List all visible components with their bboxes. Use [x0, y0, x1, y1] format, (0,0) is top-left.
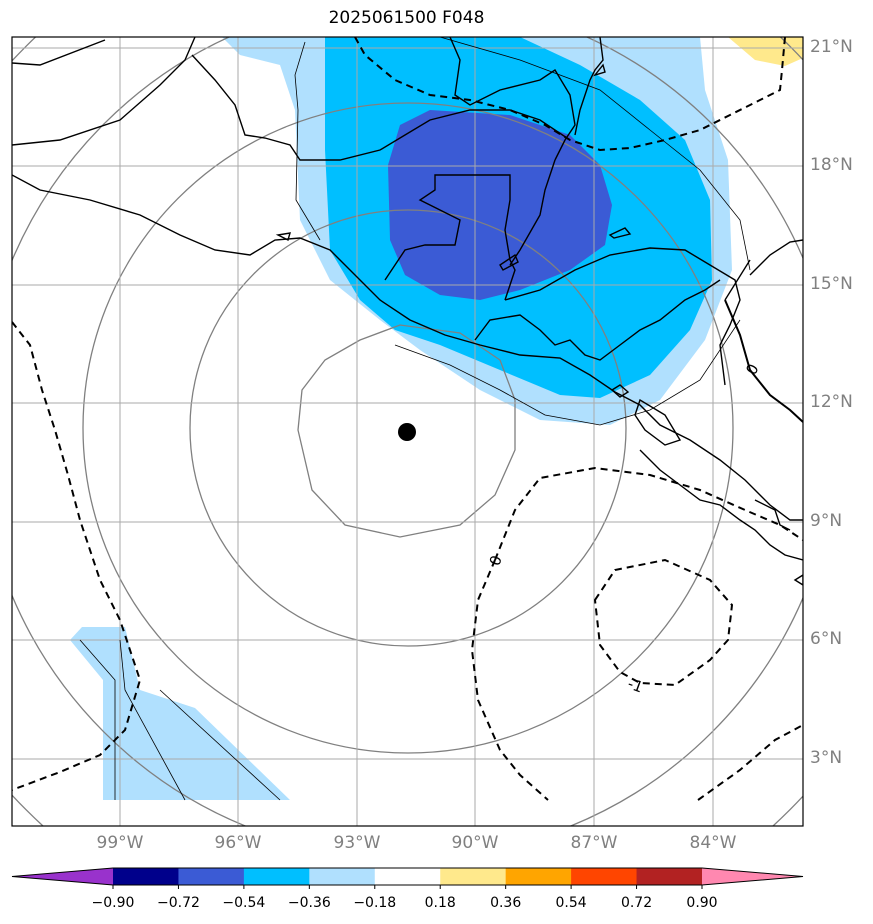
lat-label: 12°N: [810, 392, 853, 412]
storm-center-marker: [398, 423, 416, 441]
colorbar-segment: [636, 868, 703, 885]
lon-label: 90°W: [451, 833, 499, 853]
colorbar-segment: [505, 868, 572, 885]
colorbar-segment: [309, 868, 376, 885]
colorbar-tick-label: 0.54: [555, 895, 587, 911]
colorbar-segment: [113, 868, 179, 885]
lat-label: 9°N: [810, 511, 843, 531]
colorbar-tick-label: −0.18: [353, 895, 397, 911]
colorbar-segment: [243, 868, 310, 885]
colorbar-tick-label: 0.36: [490, 895, 522, 911]
colorbar-segment: [374, 868, 441, 885]
yellow-region: [728, 37, 803, 66]
colorbar-extend-high: [702, 868, 803, 885]
lat-label: 18°N: [810, 155, 853, 175]
colorbar-segment: [571, 868, 638, 885]
lat-label: 6°N: [810, 629, 843, 649]
colorbar-tick-label: −0.36: [287, 895, 331, 911]
map-title: 2025061500 F048: [328, 8, 485, 28]
colorbar-segment: [178, 868, 245, 885]
colorbar-tick-label: 0.18: [424, 895, 456, 911]
colorbar-tick-label: −0.90: [91, 895, 135, 911]
lon-label: 99°W: [96, 833, 144, 853]
light-blue-region-south: [70, 627, 290, 800]
lon-label: 96°W: [214, 833, 262, 853]
colorbar-tick-label: −0.72: [156, 895, 200, 911]
contour-label: 0: [742, 361, 762, 378]
colorbar-extend-low: [12, 868, 113, 885]
colorbar-tick-label: 0.90: [686, 895, 718, 911]
lat-label: 15°N: [810, 274, 853, 294]
lat-label: 3°N: [810, 748, 843, 768]
colorbar-segment: [440, 868, 507, 885]
map-frame: [11, 36, 804, 827]
lon-label: 93°W: [333, 833, 381, 853]
gridlines: [12, 37, 803, 826]
lon-label: 87°W: [570, 833, 618, 853]
thin-borders: [79, 37, 751, 801]
lat-label: 21°N: [810, 37, 853, 57]
coastlines: [12, 37, 803, 586]
lon-label: 84°W: [689, 833, 737, 853]
contour-label: -1: [625, 674, 645, 696]
zero-contour-east: [724, 299, 803, 423]
colorbar: [11, 867, 804, 889]
dashed-contours: [12, 37, 803, 801]
colorbar-tick-label: 0.72: [620, 895, 653, 911]
colorbar-tick-label: −0.54: [222, 895, 266, 911]
